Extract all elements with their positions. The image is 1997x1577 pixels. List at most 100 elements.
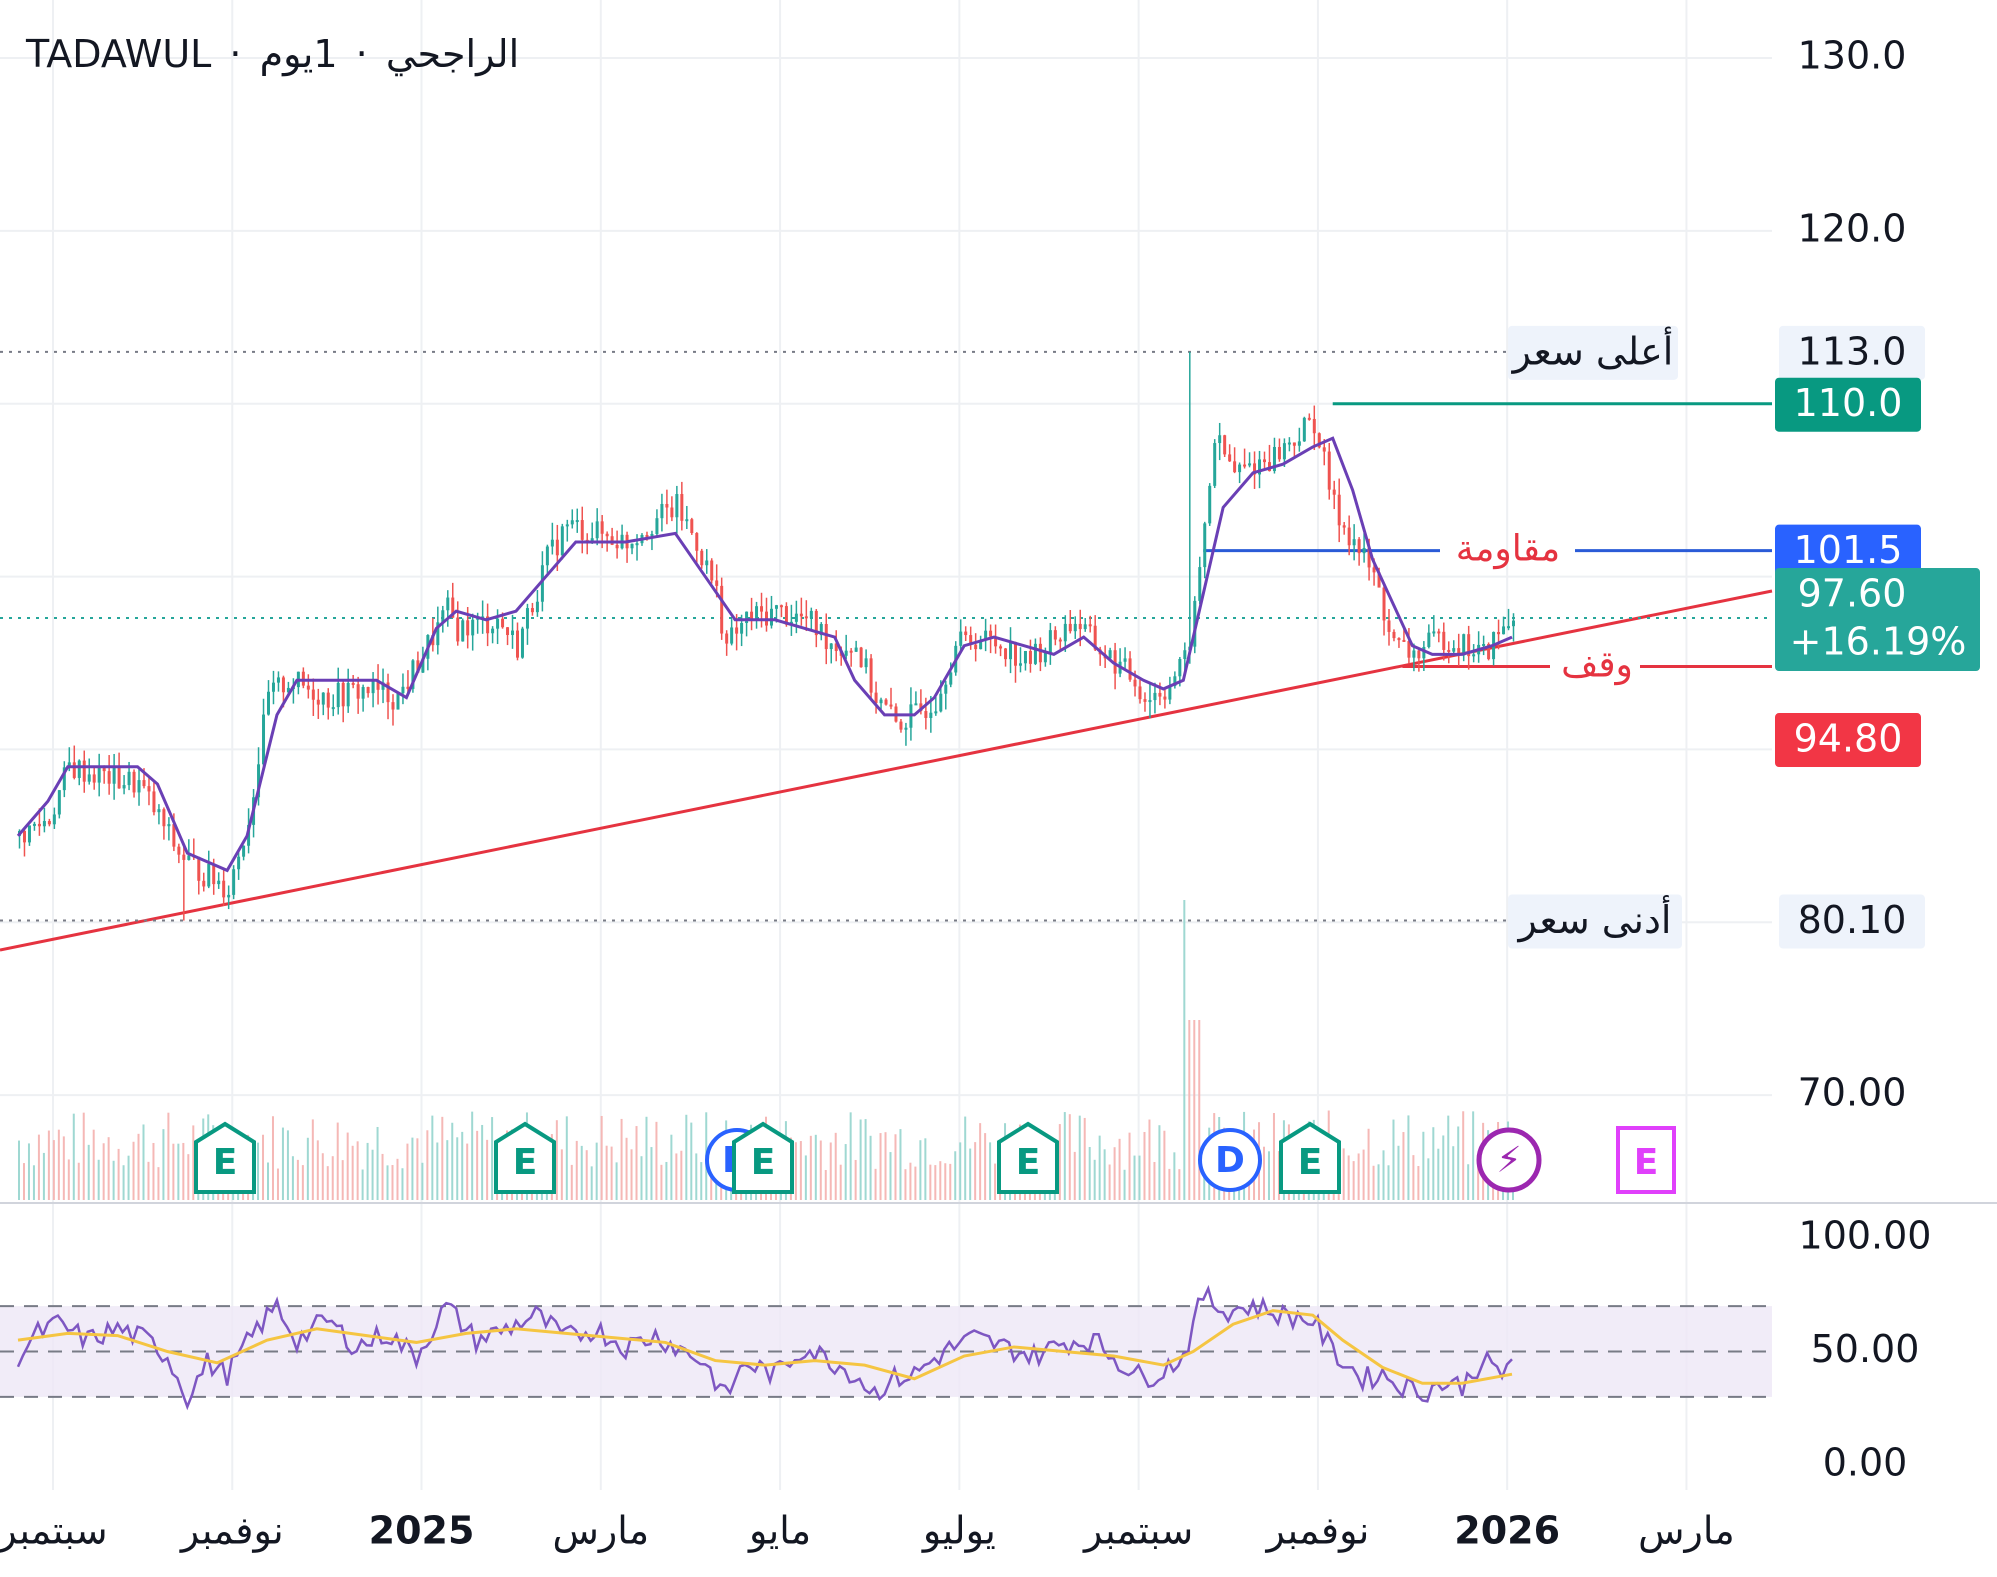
candle[interactable] <box>1068 623 1072 632</box>
candle[interactable] <box>1193 600 1197 647</box>
candle[interactable] <box>1158 692 1162 697</box>
candle[interactable] <box>1173 676 1177 686</box>
candle[interactable] <box>720 585 724 634</box>
candle[interactable] <box>1412 650 1416 658</box>
event-marker-e-future[interactable]: E <box>1616 1126 1676 1194</box>
candle[interactable] <box>1023 650 1027 664</box>
earnings-icon[interactable] <box>194 1121 256 1194</box>
candle[interactable] <box>1462 634 1466 656</box>
candle[interactable] <box>1457 648 1461 656</box>
candle[interactable] <box>944 684 948 694</box>
candle[interactable] <box>37 823 41 827</box>
candle[interactable] <box>1073 623 1077 632</box>
candle[interactable] <box>516 630 519 658</box>
candle[interactable] <box>471 619 475 636</box>
candle[interactable] <box>1422 646 1426 659</box>
candle[interactable] <box>1302 417 1306 442</box>
candle[interactable] <box>540 565 544 602</box>
candle[interactable] <box>590 538 594 541</box>
candle[interactable] <box>755 606 759 621</box>
candle[interactable] <box>197 856 201 881</box>
candle[interactable] <box>545 546 549 566</box>
candle[interactable] <box>680 494 684 521</box>
candle[interactable] <box>326 692 330 708</box>
candle[interactable] <box>560 526 564 556</box>
candle[interactable] <box>67 762 71 768</box>
candle[interactable] <box>1009 642 1013 660</box>
candle[interactable] <box>22 830 26 843</box>
candle[interactable] <box>829 643 833 650</box>
candle[interactable] <box>600 521 604 534</box>
candle[interactable] <box>869 658 873 693</box>
candle[interactable] <box>1218 435 1222 444</box>
candle[interactable] <box>62 767 66 791</box>
candle[interactable] <box>535 601 539 613</box>
candle[interactable] <box>904 727 908 730</box>
candle[interactable] <box>257 764 261 798</box>
candle[interactable] <box>924 711 928 718</box>
candle[interactable] <box>1153 692 1157 701</box>
candle[interactable] <box>132 771 136 793</box>
candle[interactable] <box>1292 442 1296 446</box>
candle[interactable] <box>1487 644 1491 660</box>
candle[interactable] <box>1028 650 1032 664</box>
candle[interactable] <box>306 685 310 690</box>
candle[interactable] <box>182 854 186 860</box>
candle[interactable] <box>670 507 674 518</box>
candle[interactable] <box>1362 547 1366 554</box>
candle[interactable] <box>376 680 380 690</box>
event-marker-d[interactable]: D <box>1198 1128 1262 1192</box>
candle[interactable] <box>1467 634 1471 657</box>
candle[interactable] <box>735 627 739 634</box>
candle[interactable] <box>421 658 425 673</box>
candle[interactable] <box>406 686 410 689</box>
candle[interactable] <box>112 765 116 784</box>
candle[interactable] <box>491 628 495 634</box>
candle[interactable] <box>899 721 903 730</box>
candle[interactable] <box>1263 459 1266 463</box>
candle[interactable] <box>1382 587 1386 621</box>
candle[interactable] <box>1253 463 1257 475</box>
candle[interactable] <box>92 774 96 783</box>
candle[interactable] <box>232 869 236 895</box>
candle[interactable] <box>740 623 744 634</box>
candle[interactable] <box>1053 630 1057 640</box>
candle[interactable] <box>506 627 510 636</box>
time-axis[interactable]: سبتمبر نوفمبر 2025 مارس مايو يوليو سبتمبر نوفمب… <box>0 1509 1735 1554</box>
candle[interactable] <box>72 762 76 778</box>
candle[interactable] <box>202 880 206 887</box>
candle[interactable] <box>1088 624 1092 627</box>
candle[interactable] <box>286 687 290 693</box>
candle[interactable] <box>1143 699 1147 702</box>
candle[interactable] <box>346 682 350 707</box>
candle[interactable] <box>237 856 241 870</box>
candle[interactable] <box>137 780 141 793</box>
candle[interactable] <box>436 622 440 646</box>
candle[interactable] <box>381 682 385 690</box>
candle[interactable] <box>1347 527 1351 546</box>
candle[interactable] <box>1093 625 1097 650</box>
candle[interactable] <box>834 643 838 652</box>
candle[interactable] <box>27 825 31 843</box>
candle[interactable] <box>565 524 569 527</box>
candle[interactable] <box>1123 658 1127 662</box>
candle[interactable] <box>804 616 808 619</box>
candle[interactable] <box>461 620 465 642</box>
candle[interactable] <box>1128 658 1132 680</box>
candle[interactable] <box>1332 489 1336 495</box>
dividend-icon[interactable] <box>1198 1128 1262 1192</box>
candle[interactable] <box>675 494 679 518</box>
candle[interactable] <box>1058 639 1062 642</box>
candle[interactable] <box>1248 463 1252 466</box>
candle[interactable] <box>456 617 460 642</box>
candle[interactable] <box>630 543 634 549</box>
candle[interactable] <box>1312 418 1316 434</box>
candle[interactable] <box>849 650 853 653</box>
candle[interactable] <box>331 707 335 710</box>
candle[interactable] <box>1038 643 1042 663</box>
candle[interactable] <box>1342 525 1346 528</box>
candle[interactable] <box>660 503 664 519</box>
candle[interactable] <box>1447 649 1451 652</box>
candle[interactable] <box>769 608 773 626</box>
